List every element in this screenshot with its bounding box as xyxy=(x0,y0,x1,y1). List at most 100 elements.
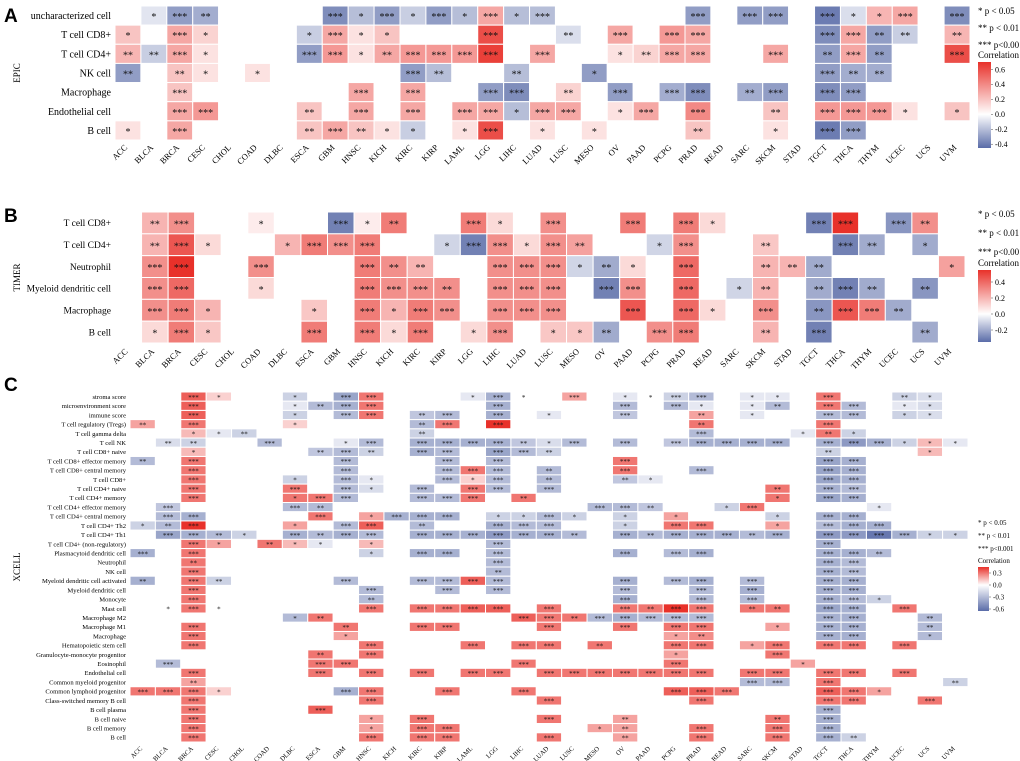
significance-mark: * xyxy=(192,449,196,457)
heatmap-cell xyxy=(586,713,613,725)
significance-mark: *** xyxy=(823,412,834,420)
significance-mark: *** xyxy=(665,31,680,42)
significance-mark: *** xyxy=(848,513,859,521)
heatmap-cell xyxy=(231,548,258,559)
significance-mark: *** xyxy=(413,307,428,318)
heatmap-cell xyxy=(764,686,791,697)
heatmap-cell xyxy=(713,409,740,421)
heatmap-cell xyxy=(332,538,360,550)
significance-mark: *** xyxy=(848,440,859,448)
heatmap-cell xyxy=(586,584,613,596)
significance-mark: *** xyxy=(493,578,504,586)
significance-mark: *** xyxy=(671,670,682,678)
significance-mark: *** xyxy=(366,523,377,531)
heatmap-cell xyxy=(434,630,461,642)
heatmap-cell xyxy=(891,677,918,688)
significance-mark: *** xyxy=(163,532,174,540)
significance-mark: * xyxy=(649,477,653,485)
heatmap-cell xyxy=(891,621,918,632)
heatmap-cell xyxy=(408,640,436,651)
heatmap-cell xyxy=(840,649,867,660)
legend-tick-label: -0.2 xyxy=(995,125,1008,134)
significance-mark: * xyxy=(877,596,881,604)
heatmap-cell xyxy=(662,594,690,605)
significance-mark: *** xyxy=(466,241,481,252)
significance-mark: *** xyxy=(442,550,453,558)
heatmap-cell xyxy=(789,548,817,559)
significance-mark: * xyxy=(674,652,678,660)
significance-mark: * xyxy=(674,513,678,521)
heatmap-cell xyxy=(535,630,563,642)
heatmap-cell xyxy=(434,557,461,568)
significance-mark: *** xyxy=(442,477,453,485)
heatmap-cell xyxy=(738,474,766,485)
heatmap-cell xyxy=(406,233,435,257)
significance-mark: *** xyxy=(137,688,148,696)
significance-mark: *** xyxy=(483,31,498,42)
heatmap-cell xyxy=(764,695,791,706)
significance-mark: *** xyxy=(696,670,707,678)
heatmap-cell xyxy=(764,419,791,430)
heatmap-cell xyxy=(764,428,791,439)
heatmap-cell xyxy=(840,677,867,688)
significance-mark: *** xyxy=(188,716,199,724)
heatmap-cell xyxy=(917,24,945,45)
heatmap-cell xyxy=(434,502,461,513)
heatmap-cell xyxy=(244,43,271,64)
heatmap-cell xyxy=(383,538,410,550)
heatmap-cell xyxy=(256,566,283,577)
heatmap-cell xyxy=(586,483,613,494)
significance-mark: ** xyxy=(920,219,930,230)
heatmap-cell xyxy=(891,520,918,531)
heatmap-cell xyxy=(561,502,588,513)
row-label: Monocyte xyxy=(99,597,126,604)
heatmap-cell xyxy=(129,529,156,540)
row-label: T cell CD8+ naive xyxy=(77,449,126,456)
heatmap-cell xyxy=(764,474,791,485)
significance-mark: *** xyxy=(468,642,479,650)
heatmap-cell xyxy=(485,640,512,651)
heatmap-cell xyxy=(637,732,664,743)
significance-mark: * xyxy=(928,440,932,448)
heatmap-cell xyxy=(383,419,410,430)
heatmap-cell xyxy=(710,62,738,84)
column-label: UVM xyxy=(932,346,953,367)
significance-mark: *** xyxy=(546,307,561,318)
column-label: PRAD xyxy=(685,745,703,761)
significance-mark: * xyxy=(293,615,297,623)
significance-mark: * xyxy=(725,504,729,512)
column-label: CESC xyxy=(204,745,221,761)
heatmap-cell xyxy=(645,277,674,300)
significance-mark: *** xyxy=(468,486,479,494)
heatmap-cell xyxy=(180,649,207,660)
heatmap-cell xyxy=(510,594,537,605)
column-label: KIRC xyxy=(400,346,422,368)
significance-mark: *** xyxy=(341,532,352,540)
heatmap-cell xyxy=(738,630,766,642)
significance-mark: *** xyxy=(546,219,561,230)
significance-mark: *** xyxy=(679,307,694,318)
significance-mark: ** xyxy=(894,307,904,318)
heatmap-cell xyxy=(789,455,817,467)
heatmap-cell xyxy=(220,211,249,235)
row-label: T cell CD4+ xyxy=(61,49,111,60)
heatmap-cell xyxy=(205,400,233,411)
heatmap-cell xyxy=(658,101,686,122)
heatmap-cell xyxy=(778,211,807,235)
column-label: UCEC xyxy=(884,142,907,165)
column-label: SKCM xyxy=(753,142,777,166)
heatmap-cell xyxy=(789,465,817,476)
row-label: Neutrophil xyxy=(70,263,112,273)
significance-mark: *** xyxy=(823,688,834,696)
heatmap-cell xyxy=(459,704,487,715)
heatmap-cell xyxy=(789,630,817,642)
heatmap-cell xyxy=(586,529,613,540)
heatmap-cell xyxy=(891,446,918,457)
heatmap-cell xyxy=(637,483,664,494)
significance-mark: ** xyxy=(774,716,782,724)
significance-mark: *** xyxy=(188,569,199,577)
heatmap-cell xyxy=(231,446,258,457)
heatmap-cell xyxy=(561,621,588,632)
heatmap-cell xyxy=(688,566,715,577)
significance-mark: *** xyxy=(823,513,834,521)
